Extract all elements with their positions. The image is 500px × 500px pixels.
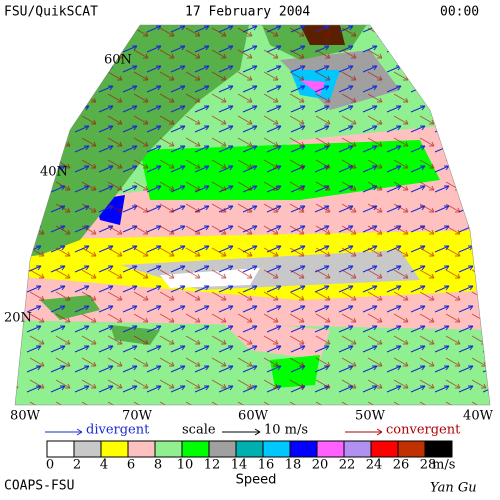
colorbar-tick-label: 20 <box>312 458 329 473</box>
colorbar-tick-label: 12 <box>204 458 221 473</box>
convergent-label: convergent <box>386 423 461 438</box>
colorbar-bin <box>235 440 264 458</box>
colorbar-tick-label: 14 <box>231 458 248 473</box>
credit: COAPS-FSU <box>4 479 74 494</box>
lat-label: 60N <box>104 53 132 68</box>
lon-label: 60W <box>238 409 269 424</box>
colorbar-bin <box>343 440 372 458</box>
map-field <box>15 25 490 405</box>
colorbar-bin <box>262 440 291 458</box>
colorbar-bin <box>208 440 237 458</box>
colorbar-bin <box>316 440 345 458</box>
colorbar-tick-label: 24 <box>366 458 383 473</box>
lon-label: 70W <box>122 409 153 424</box>
lon-label: 50W <box>355 409 386 424</box>
colorbar-tick-label: 28 <box>420 458 437 473</box>
colorbar-tick-label: 8 <box>154 458 162 473</box>
colorbar-bin <box>424 440 453 458</box>
lon-label: 80W <box>10 409 41 424</box>
colorbar-tick-label: 26 <box>393 458 410 473</box>
colorbar-unit: m/s <box>432 458 455 473</box>
scale-value: 10 m/s <box>264 423 308 438</box>
divergent-label: divergent <box>86 423 150 438</box>
colorbar-bin <box>289 440 318 458</box>
colorbar-bin <box>181 440 210 458</box>
date: 17 February 2004 <box>185 5 310 20</box>
colorbar-tick-label: 22 <box>339 458 356 473</box>
author: Yan Gu <box>430 481 477 496</box>
colorbar-bin <box>100 440 129 458</box>
lon-label: 40W <box>463 409 494 424</box>
colorbar-bin <box>127 440 156 458</box>
colorbar-tick-label: 4 <box>100 458 108 473</box>
scale-arrow <box>222 428 261 436</box>
colorbar-bin <box>73 440 102 458</box>
source: FSU/QuikSCAT <box>4 5 98 20</box>
colorbar-label: Speed <box>236 473 277 488</box>
divergent-arrow <box>45 428 83 436</box>
colorbar-tick-label: 10 <box>177 458 194 473</box>
scale-label: scale <box>182 423 216 438</box>
lat-label: 20N <box>4 311 32 326</box>
map-border <box>14 24 491 406</box>
colorbar: 0 2 4 6 8 10 12 14 16 18 20 22 24 26 28 <box>46 440 453 473</box>
colorbar-tick-label: 2 <box>73 458 81 473</box>
time: 00:00 <box>440 5 479 20</box>
lat-label: 40N <box>40 165 68 180</box>
convergent-arrow <box>345 428 383 436</box>
colorbar-tick-label: 16 <box>258 458 275 473</box>
colorbar-tick-label: 18 <box>285 458 302 473</box>
colorbar-bin <box>370 440 399 458</box>
colorbar-bin <box>397 440 426 458</box>
colorbar-bin <box>154 440 183 458</box>
colorbar-tick-label: 6 <box>127 458 135 473</box>
colorbar-bin <box>46 440 75 458</box>
colorbar-tick-label: 0 <box>46 458 54 473</box>
